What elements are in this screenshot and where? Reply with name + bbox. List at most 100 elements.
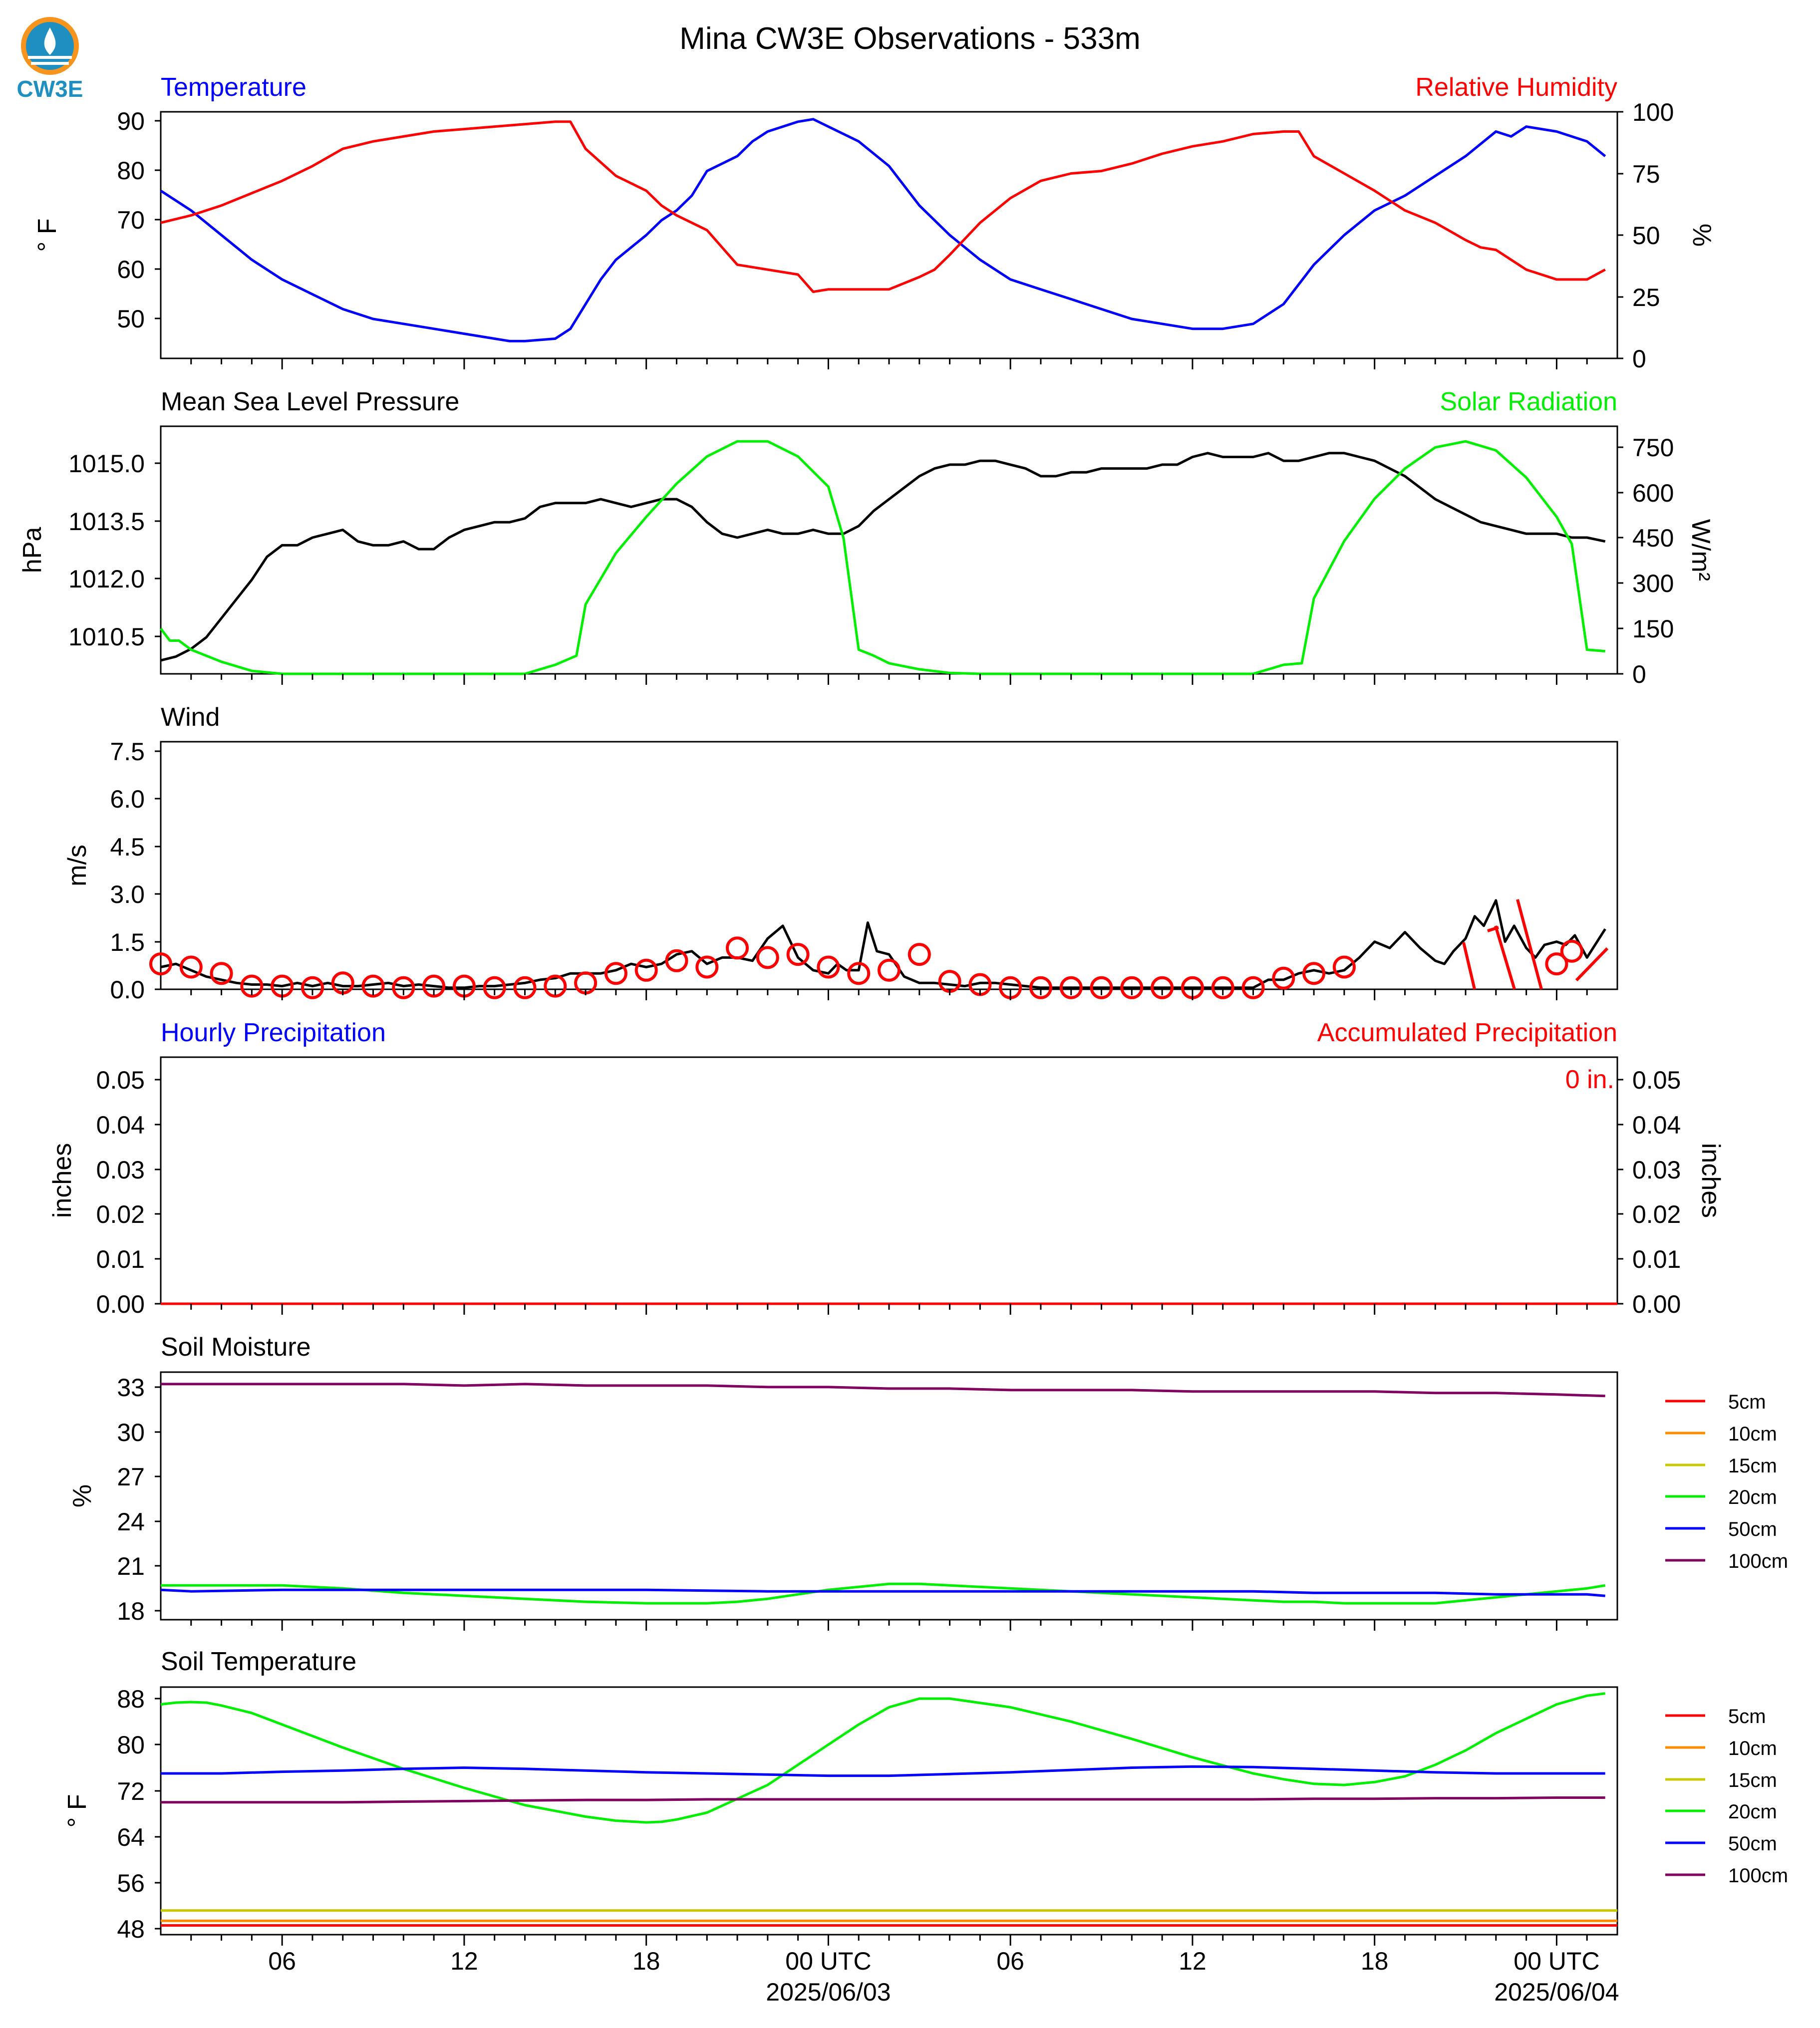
- series-line-mean-sea-level-pressure: [160, 452, 1606, 662]
- wind-tick-label: 0.0: [110, 976, 145, 1004]
- wind-tick-label: 7.5: [110, 738, 145, 766]
- series-line-relative-humidity: [160, 120, 1606, 293]
- soil-temp-tick-label: 80: [117, 1731, 145, 1759]
- accum-precip-annotation: 0 in.: [1565, 1065, 1614, 1094]
- cw3e-logo-icon: CW3E: [17, 17, 83, 102]
- wind-gust-marker: [361, 974, 385, 998]
- soil-moisture-axis-ticks: 18 21 24 27 30 33: [117, 1374, 161, 1625]
- pressure-tick-label: 1015.0: [68, 450, 145, 478]
- wind-gust-marker: [1272, 966, 1295, 990]
- solar-tick-label: 0: [1632, 660, 1646, 688]
- wind-axis-ticks: 0.0 1.5 3.0 4.5 6.0 7.5: [110, 738, 161, 1004]
- x-axis-ticks: [190, 1620, 1588, 1631]
- pressure-title: Mean Sea Level Pressure: [161, 387, 459, 416]
- wind-gust-marker: [392, 976, 415, 999]
- x-tick-label: 12: [450, 1947, 478, 1975]
- legend-label: 50cm: [1728, 1518, 1777, 1540]
- solar-tick-label: 750: [1632, 434, 1674, 462]
- humidity-axis-label: %: [1687, 224, 1716, 247]
- moisture-tick-label: 21: [117, 1552, 145, 1580]
- soil-temp-tick-label: 72: [117, 1777, 145, 1805]
- wind-tick-label: 4.5: [110, 833, 145, 861]
- precip-tick-label: 0.02: [96, 1200, 145, 1228]
- series-line-100cm: [161, 1796, 1605, 1804]
- panel-soil-moisture: Soil Moisture 18 21 24 27 30 33 % 5cm 10…: [68, 1333, 1788, 1631]
- soil-moisture-title: Soil Moisture: [161, 1333, 311, 1362]
- panel-soil-temperature: Soil Temperature 48 56 64 72 80 88 ° F 5…: [63, 1647, 1788, 2006]
- soil-temp-tick-label: 48: [117, 1915, 145, 1943]
- x-tick-label: 00 UTC: [785, 1947, 871, 1975]
- x-axis-ticks: [190, 1935, 1588, 1946]
- wind-gust-marker: [634, 958, 658, 982]
- wind-gust-marker: [179, 955, 203, 979]
- wind-gust-marker: [695, 955, 719, 979]
- x-tick-label: 06: [268, 1947, 296, 1975]
- x-tick-label: 12: [1179, 1947, 1207, 1975]
- series-line-solar-radiation: [160, 440, 1605, 675]
- solar-tick-label: 450: [1632, 524, 1674, 552]
- temperature-axis-label: ° F: [33, 218, 62, 252]
- temperature-title: Temperature: [161, 73, 306, 102]
- legend-label: 100cm: [1728, 1550, 1788, 1572]
- humidity-axis-ticks: 0 25 50 75 100: [1617, 98, 1674, 373]
- wind-gust-marker: [1120, 976, 1144, 999]
- solar-title: Solar Radiation: [1440, 387, 1617, 416]
- rh-tick-label: 75: [1632, 160, 1660, 188]
- x-tick-label: 18: [632, 1947, 660, 1975]
- series-line-50cm: [161, 1765, 1605, 1777]
- wind-direction-arrows: [1462, 899, 1609, 990]
- solar-tick-label: 150: [1632, 615, 1674, 643]
- moisture-tick-label: 27: [117, 1463, 145, 1491]
- panel-pressure-solar: Mean Sea Level Pressure Solar Radiation …: [18, 387, 1715, 688]
- logo-text: CW3E: [17, 76, 83, 102]
- figure-title: Mina CW3E Observations - 533m: [679, 21, 1140, 56]
- x-axis-labels: 06 12 18 00 UTC 2025/06/03 06 12 18 00 UTC 2025/0…: [268, 1947, 1619, 2006]
- moisture-tick-label: 33: [117, 1374, 145, 1402]
- soil-temperature-title: Soil Temperature: [161, 1647, 356, 1676]
- wind-title: Wind: [161, 703, 220, 732]
- pressure-tick-label: 1013.5: [68, 508, 145, 536]
- legend-label: 5cm: [1728, 1391, 1766, 1413]
- legend-label: 20cm: [1728, 1486, 1777, 1508]
- wind-gust-marker: [544, 974, 567, 998]
- rh-tick-label: 25: [1632, 284, 1660, 311]
- moisture-tick-label: 18: [117, 1597, 145, 1625]
- x-axis-ticks: [190, 989, 1588, 1000]
- legend-label: 10cm: [1728, 1423, 1777, 1445]
- soil-temperature-legend: 5cm 10cm 15cm 20cm 50cm 100cm: [1665, 1706, 1788, 1887]
- pressure-tick-label: 1012.0: [68, 565, 145, 593]
- wind-gust-marker: [240, 974, 264, 998]
- x-axis-ticks: [190, 674, 1588, 685]
- rh-tick-label: 0: [1632, 345, 1646, 373]
- accum-tick-label: 0.04: [1632, 1111, 1681, 1139]
- soil-temp-axis-label: ° F: [63, 1794, 92, 1827]
- wind-gust-marker: [149, 952, 172, 976]
- temp-humidity-plot: [160, 118, 1606, 342]
- rh-tick-label: 100: [1632, 98, 1674, 126]
- wind-gust-marker: [1545, 952, 1568, 976]
- legend-label: 15cm: [1728, 1455, 1777, 1477]
- temp-tick-label: 80: [117, 157, 145, 185]
- wind-plot: [149, 899, 1606, 999]
- precip-tick-label: 0.03: [96, 1156, 145, 1184]
- rh-tick-label: 50: [1632, 222, 1660, 250]
- x-tick-label: 00 UTC: [1514, 1947, 1599, 1975]
- solar-tick-label: 600: [1632, 479, 1674, 507]
- panel-wind: Wind 0.0 1.5 3.0 4.5 6.0 7.5 m/s: [63, 703, 1618, 1004]
- temp-tick-label: 70: [117, 206, 145, 234]
- series-line-100cm: [161, 1383, 1605, 1398]
- precip-axis-label: inches: [48, 1143, 77, 1218]
- accum-tick-label: 0.03: [1632, 1156, 1681, 1184]
- hourly-precip-title: Hourly Precipitation: [161, 1018, 386, 1047]
- wind-gust-marker: [908, 943, 931, 966]
- accum-tick-label: 0.00: [1632, 1290, 1681, 1318]
- wind-gust-marker: [1029, 976, 1052, 999]
- wind-gust-marker: [786, 943, 810, 966]
- wind-gust-marker: [1151, 976, 1174, 999]
- x-tick-label: 06: [996, 1947, 1024, 1975]
- accum-tick-label: 0.05: [1632, 1066, 1681, 1094]
- series-line-50cm: [160, 1588, 1605, 1597]
- accum-tick-label: 0.02: [1632, 1200, 1681, 1228]
- temp-tick-label: 60: [117, 256, 145, 284]
